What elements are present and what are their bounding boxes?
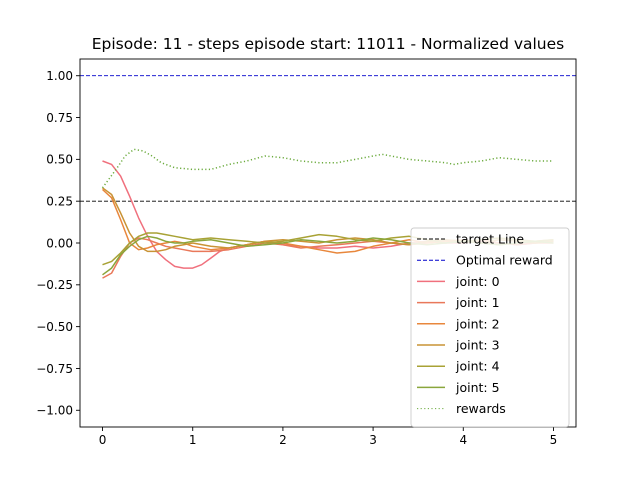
legend-label-rewards: rewards bbox=[456, 401, 506, 416]
y-tick-label: 1.00 bbox=[46, 69, 73, 83]
x-tick-label: 3 bbox=[369, 433, 377, 447]
y-tick-label: 0.25 bbox=[46, 194, 73, 208]
chart-title: Episode: 11 - steps episode start: 11011… bbox=[92, 35, 565, 53]
y-tick-label: 0.00 bbox=[46, 236, 73, 250]
x-tick-label: 5 bbox=[550, 433, 558, 447]
legend-label-joint-3: joint: 3 bbox=[455, 338, 500, 353]
y-tick-label: −0.50 bbox=[36, 320, 73, 334]
x-tick-label: 1 bbox=[189, 433, 197, 447]
x-tick-label: 0 bbox=[99, 433, 107, 447]
y-tick-label: −0.25 bbox=[36, 278, 73, 292]
legend-label-target-line: target Line bbox=[456, 232, 524, 247]
y-tick-label: 0.50 bbox=[46, 153, 73, 167]
x-tick-label: 4 bbox=[459, 433, 467, 447]
axes: 0 1 2 3 4 5 1.00 0.75 0.50 0.25 0.00 −0.25 −0.50 −0.7… bbox=[36, 58, 577, 447]
legend-label-joint-0: joint: 0 bbox=[455, 274, 500, 289]
series-line-rewards bbox=[101, 148, 554, 189]
y-tick-label: 0.75 bbox=[46, 111, 73, 125]
legend-label-joint-2: joint: 2 bbox=[455, 316, 500, 331]
legend-label-joint-4: joint: 4 bbox=[455, 359, 500, 374]
legend-label-optimal-reward: Optimal reward bbox=[456, 253, 553, 268]
x-tick-label: 2 bbox=[279, 433, 287, 447]
y-tick-label: −0.75 bbox=[36, 362, 73, 376]
y-tick-label: −1.00 bbox=[36, 404, 73, 418]
legend: target Line Optimal reward joint: 0 joint: … bbox=[410, 227, 570, 428]
legend-box bbox=[410, 227, 570, 428]
legend-label-joint-5: joint: 5 bbox=[455, 380, 500, 395]
legend-label-joint-1: joint: 1 bbox=[455, 295, 500, 310]
